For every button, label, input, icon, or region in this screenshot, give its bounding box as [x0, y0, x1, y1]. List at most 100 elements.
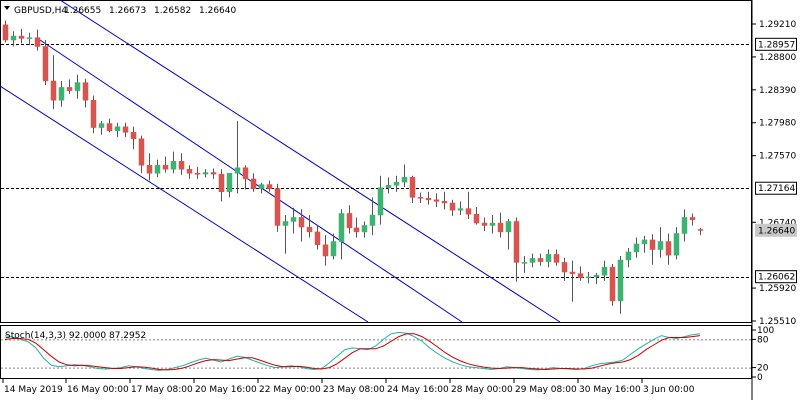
candle	[82, 78, 89, 108]
candle	[353, 217, 360, 238]
time-tick-label: 24 May 16:00	[387, 385, 449, 395]
candle	[377, 175, 384, 225]
candles	[2, 20, 704, 314]
stoch-tick-label: 0	[757, 373, 763, 383]
candle-body	[633, 243, 640, 253]
candle	[369, 197, 376, 236]
candle	[154, 159, 161, 178]
candle-body	[481, 222, 488, 226]
candle-body	[18, 35, 25, 39]
triangle-down-icon[interactable]	[4, 6, 10, 10]
candle	[625, 247, 632, 268]
price-tick-label: 1.25510	[759, 317, 796, 327]
open-value: 1.26655	[64, 6, 101, 16]
hline-label-2[interactable]: 1.27164	[755, 181, 797, 195]
candle	[58, 80, 65, 107]
candle-body	[170, 161, 177, 170]
candle-body	[561, 262, 568, 273]
candle-body	[465, 208, 472, 215]
candle	[114, 122, 121, 138]
candle	[441, 191, 448, 210]
price-axis[interactable]: 1.29210 1.28800 1.28390 1.27980 1.27570 1.267…	[751, 0, 797, 400]
candle	[521, 255, 528, 273]
time-axis[interactable]: 14 May 2019 16 May 00:00 17 May 08:00 20 Ma…	[2, 379, 695, 395]
candle	[314, 225, 321, 250]
candle	[577, 266, 584, 281]
price-tick-label: 1.27570	[759, 152, 796, 162]
candle-body	[609, 266, 616, 302]
candle-body	[26, 37, 33, 39]
horizontal-lines[interactable]	[1, 44, 751, 278]
hline-label-3[interactable]: 1.26062	[755, 270, 797, 284]
candle	[657, 227, 664, 258]
candle-body	[10, 35, 17, 41]
close-value: 1.26640	[199, 6, 236, 16]
hline-label-1[interactable]: 1.28957	[755, 37, 797, 51]
candle	[561, 257, 568, 281]
stochastic-lines	[4, 331, 701, 371]
candle-body	[202, 172, 209, 175]
hline-label-box	[755, 37, 797, 51]
candle-body	[290, 217, 297, 222]
time-tick-label: 17 May 08:00	[131, 385, 193, 395]
time-tick-label: 20 May 16:00	[195, 385, 257, 395]
candle	[74, 74, 81, 99]
candle-body	[393, 181, 400, 186]
candle	[242, 165, 249, 190]
candle	[18, 28, 25, 44]
candle	[393, 175, 400, 192]
candle	[66, 79, 73, 94]
candle	[210, 168, 217, 179]
candle	[545, 249, 552, 268]
candle	[649, 234, 656, 265]
current-price-label: 1.26640	[755, 223, 797, 237]
channel-line-1[interactable]	[59, 0, 561, 323]
candle-body	[178, 161, 185, 170]
candle	[330, 233, 337, 260]
price-tick-label: 1.29210	[759, 20, 796, 30]
candle	[385, 177, 392, 194]
candle	[473, 207, 480, 225]
candle-body	[489, 222, 496, 226]
candle	[425, 191, 432, 205]
candle-body	[146, 165, 153, 174]
candle-body	[266, 184, 273, 189]
candle	[146, 153, 153, 181]
candle-body	[322, 244, 329, 257]
candle	[162, 156, 169, 173]
candle-body	[401, 177, 408, 183]
candle	[258, 182, 265, 194]
price-pane[interactable]: GBPUSD,H4 1.26655 1.26673 1.26582 1.2664…	[0, 0, 752, 323]
hline-label-text: 1.27164	[758, 184, 795, 194]
candle-body	[298, 217, 305, 228]
candle	[585, 272, 592, 284]
candle	[673, 227, 680, 260]
candle	[138, 135, 145, 174]
stochastic-pane[interactable]: Stoch(14,3,3) 92.0000 87.2952	[0, 325, 752, 379]
candle-body	[569, 271, 576, 274]
candle-body	[346, 213, 353, 229]
candle-body	[314, 231, 321, 245]
stoch-tick-label: 80	[757, 335, 769, 345]
candle-body	[130, 132, 137, 140]
candle-body	[537, 258, 544, 262]
candle	[417, 192, 424, 204]
high-value: 1.26673	[109, 6, 146, 16]
candle-body	[66, 87, 73, 91]
candle	[617, 255, 624, 314]
candle-body	[338, 213, 345, 242]
candle-body	[689, 217, 696, 221]
candle	[529, 253, 536, 268]
hline-label-box	[755, 181, 797, 195]
stochastic-pane-border	[0, 325, 752, 379]
price-tick-label: 1.27980	[759, 119, 796, 129]
stoch-tick-label: 20	[757, 364, 769, 374]
candle	[593, 272, 600, 285]
candle-body	[74, 82, 81, 91]
stoch-tick-label: 100	[757, 326, 774, 336]
channel-line-3[interactable]	[0, 85, 369, 323]
candle-body	[449, 202, 456, 211]
candle	[338, 209, 345, 260]
